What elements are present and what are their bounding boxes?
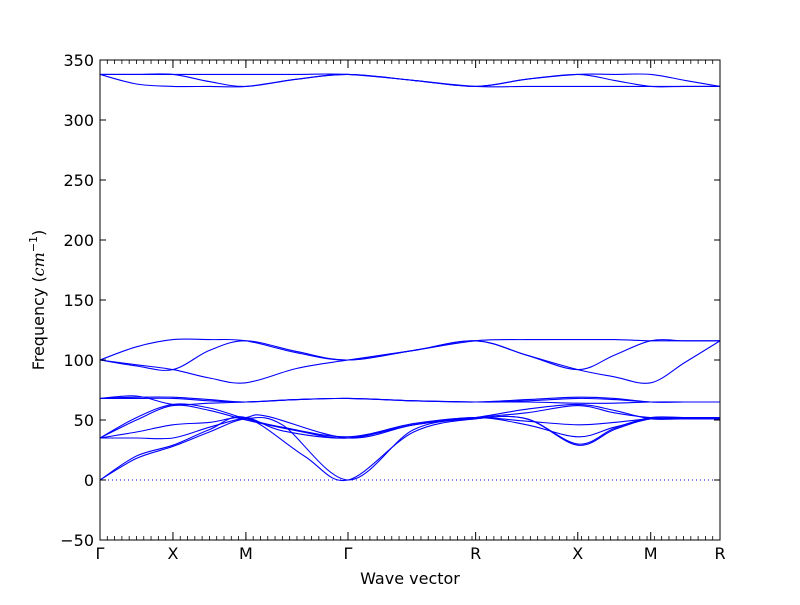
axes-layer: −50 0 50 100 150 200 250 300 350 Γ X M Γ R X M R	[60, 51, 725, 563]
plot-area	[100, 73, 720, 482]
x-tick-label: X	[572, 544, 583, 563]
y-tick-label: 200	[63, 231, 94, 250]
y-tick-label: 50	[74, 411, 94, 430]
band-line-3	[100, 414, 720, 440]
y-axis-label-text: Frequency (	[29, 276, 48, 370]
band-line-10	[100, 340, 720, 384]
band-line-4	[100, 405, 720, 439]
y-tick-label: −50	[60, 531, 94, 550]
y-tick-label: 350	[63, 51, 94, 70]
x-tick-label: Γ	[344, 544, 353, 563]
y-axis-label-exponent: −1	[27, 236, 40, 252]
band-line-9	[100, 397, 720, 403]
y-axis-label-unit: cm	[29, 252, 48, 276]
band-line-12	[100, 338, 720, 361]
x-tick-label: R	[470, 544, 481, 563]
y-tick-label: 300	[63, 111, 94, 130]
band-line-13	[100, 73, 720, 88]
band-line-2	[100, 415, 720, 482]
y-axis-label: Frequency (cm−1)	[27, 230, 48, 371]
y-tick-label: 100	[63, 351, 94, 370]
y-tick-label: 150	[63, 291, 94, 310]
x-tick-label: R	[714, 544, 725, 563]
x-axis-label: Wave vector	[360, 569, 460, 588]
y-tick-label: 0	[84, 471, 94, 490]
band-line-15	[100, 73, 720, 87]
y-axis-label-close: )	[29, 230, 48, 236]
band-line-6	[100, 403, 720, 439]
x-tick-label: Γ	[96, 544, 105, 563]
band-lines	[100, 73, 720, 482]
plot-frame	[99, 59, 721, 541]
x-tick-label: X	[167, 544, 178, 563]
band-line-11	[100, 339, 720, 371]
x-tick-label: M	[239, 544, 253, 563]
y-tick-label: 250	[63, 171, 94, 190]
x-tick-label: M	[644, 544, 658, 563]
